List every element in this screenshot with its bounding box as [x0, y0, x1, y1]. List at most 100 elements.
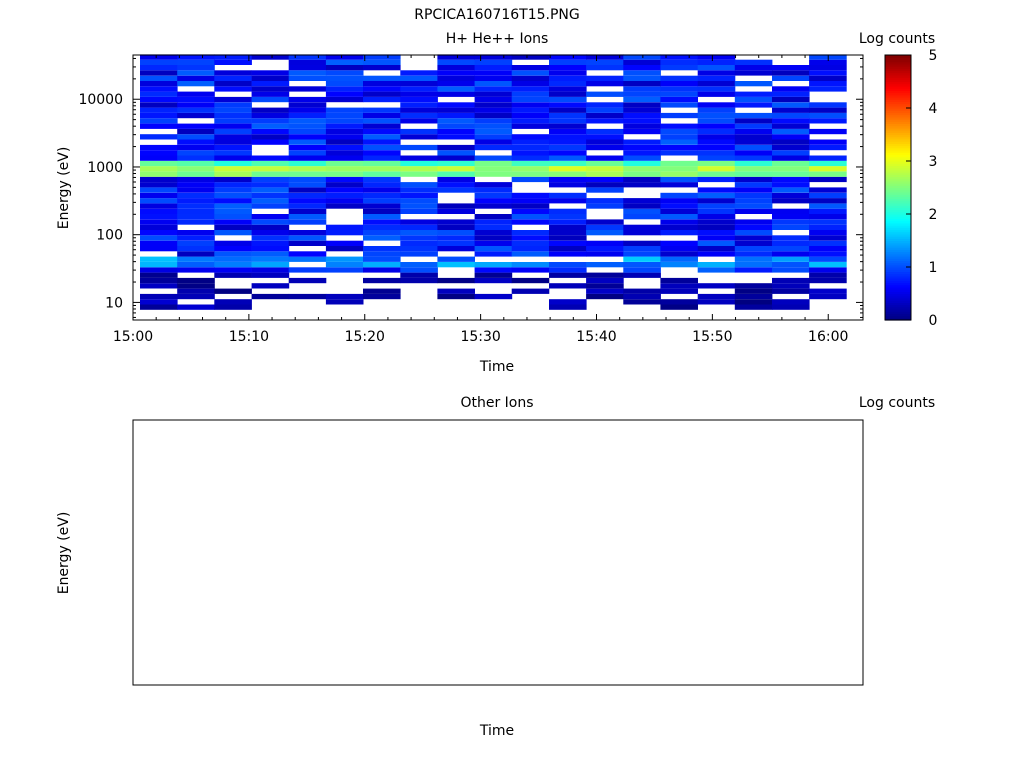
colorbar-segment: [885, 211, 911, 215]
heatmap-cell: [586, 128, 624, 135]
heatmap-cell: [623, 86, 661, 92]
colorbar-segment: [885, 229, 911, 233]
colorbar-segment: [885, 136, 911, 140]
heatmap-cell: [177, 277, 215, 284]
heatmap-cell: [772, 91, 810, 97]
heatmap-cell: [697, 81, 736, 87]
heatmap-cell: [437, 176, 475, 183]
heatmap-cell: [623, 224, 661, 230]
heatmap-cell: [177, 288, 215, 294]
colorbar-segment: [885, 134, 911, 138]
heatmap-cell: [549, 86, 587, 92]
heatmap-cell: [809, 198, 847, 204]
heatmap-cell: [363, 118, 401, 124]
heatmap-cell: [586, 112, 624, 119]
heatmap-cell: [325, 112, 364, 119]
heatmap-cell: [511, 112, 550, 119]
heatmap-cell: [400, 277, 438, 284]
heatmap-cell: [400, 118, 438, 124]
heatmap-cell: [140, 272, 178, 278]
heatmap-cell: [400, 160, 438, 167]
x-axis-label: Time: [479, 359, 514, 375]
heatmap-cell: [474, 262, 513, 268]
heatmap-cell: [474, 192, 513, 199]
heatmap-cell: [400, 262, 438, 268]
x-axis-label: Time: [479, 723, 514, 739]
heatmap-cell: [772, 251, 810, 257]
heatmap-cell: [511, 203, 550, 209]
heatmap-cell: [549, 283, 587, 289]
heatmap-cell: [511, 139, 550, 145]
heatmap-cell: [214, 144, 252, 151]
colorbar-segment: [885, 158, 911, 162]
heatmap-cell: [288, 203, 327, 209]
heatmap-cell: [363, 192, 401, 199]
heatmap-cell: [251, 160, 290, 167]
heatmap-cell: [325, 150, 364, 156]
colorbar-segment: [885, 253, 911, 257]
heatmap-cell: [437, 160, 475, 167]
heatmap-cell: [251, 224, 290, 230]
heatmap-cell: [660, 224, 698, 230]
colorbar-segment: [885, 227, 911, 231]
heatmap-cell: [474, 272, 513, 278]
heatmap-cell: [734, 128, 773, 135]
heatmap-cell: [809, 262, 847, 268]
heatmap-cell: [660, 139, 698, 145]
heatmap-cell: [809, 293, 847, 300]
heatmap-cell: [660, 251, 698, 257]
heatmap-cell: [474, 144, 513, 151]
heatmap-cell: [251, 256, 290, 262]
heatmap-cell: [288, 96, 327, 103]
colorbar-segment: [885, 103, 911, 107]
heatmap-cell: [325, 123, 364, 129]
heatmap-cell: [325, 299, 364, 305]
heatmap-cell: [140, 262, 178, 268]
heatmap-cell: [734, 224, 773, 230]
heatmap-cell: [177, 187, 215, 193]
heatmap-cell: [400, 267, 438, 273]
heatmap-cell: [511, 54, 550, 60]
heatmap-cell: [437, 246, 475, 252]
heatmap-cell: [623, 203, 661, 209]
heatmap-cell: [809, 75, 847, 81]
heatmap-cell: [363, 65, 401, 71]
heatmap-cell: [549, 75, 587, 81]
heatmap-cell: [251, 166, 290, 172]
heatmap-cell: [697, 70, 736, 76]
heatmap-cell: [586, 224, 624, 230]
heatmap-cell: [549, 155, 587, 161]
heatmap-cell: [772, 75, 810, 81]
heatmap-cell: [623, 107, 661, 113]
heatmap-cell: [325, 176, 364, 183]
heatmap-cell: [734, 150, 773, 156]
heatmap-cell: [325, 166, 364, 172]
heatmap-cell: [623, 267, 661, 273]
heatmap-cell: [660, 230, 698, 236]
heatmap-cell: [586, 75, 624, 81]
heatmap-cell: [325, 107, 364, 113]
heatmap-cell: [437, 171, 475, 177]
heatmap-cell: [288, 293, 327, 300]
heatmap-cell: [363, 235, 401, 241]
heatmap-cell: [177, 70, 215, 76]
heatmap-cell: [177, 54, 215, 60]
heatmap-cell: [586, 182, 624, 188]
heatmap-cell: [697, 203, 736, 209]
heatmap-cell: [586, 240, 624, 246]
heatmap-cell: [363, 96, 401, 103]
heatmap-cell: [474, 54, 513, 60]
heatmap-cell: [437, 75, 475, 81]
colorbar-segment: [885, 55, 911, 58]
colorbar-segment: [885, 130, 911, 133]
heatmap-cell: [251, 70, 290, 76]
heatmap-cells: [140, 54, 847, 310]
heatmap-cell: [288, 235, 327, 241]
heatmap-cell: [400, 192, 438, 199]
heatmap-cell: [400, 107, 438, 113]
heatmap-cell: [437, 102, 475, 108]
heatmap-cell: [734, 59, 773, 65]
heatmap-cell: [140, 230, 178, 236]
heatmap-cell: [623, 230, 661, 236]
heatmap-cell: [363, 267, 401, 273]
